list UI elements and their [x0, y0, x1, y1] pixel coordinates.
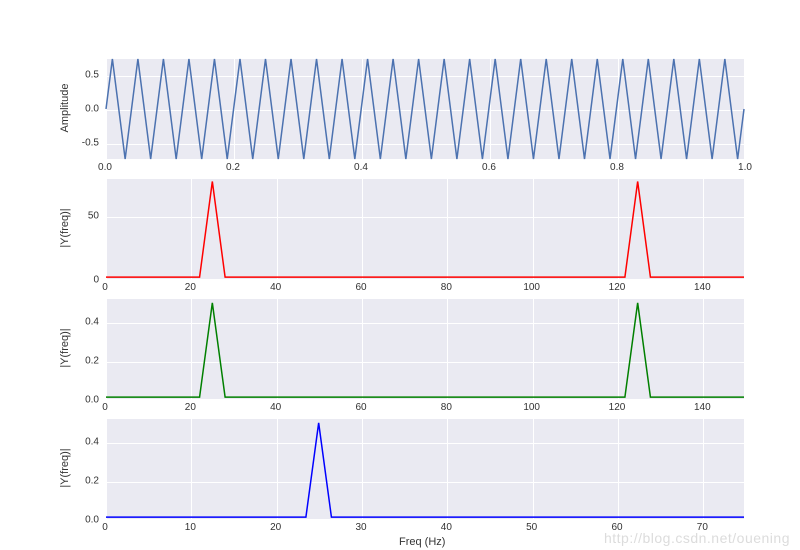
xtick: 40 — [270, 282, 281, 293]
plot-area-3 — [105, 418, 745, 520]
ytick: 0.4 — [67, 316, 99, 327]
ytick: 0.5 — [67, 70, 99, 81]
series-blue — [106, 419, 744, 519]
xtick: 10 — [185, 522, 196, 533]
ytick: 0.2 — [67, 355, 99, 366]
xtick: 20 — [270, 522, 281, 533]
xtick: 120 — [609, 402, 626, 413]
ytick: 0.0 — [67, 515, 99, 526]
xtick: 140 — [694, 402, 711, 413]
series-triangle — [106, 59, 744, 159]
xtick: 60 — [355, 402, 366, 413]
plot-area-2 — [105, 298, 745, 400]
xtick: 1.0 — [738, 162, 752, 173]
xtick: 140 — [694, 282, 711, 293]
ylabel-yfreq-1: |Y(freq)| — [59, 198, 71, 258]
xtick: 30 — [355, 522, 366, 533]
ytick: -0.5 — [67, 138, 99, 149]
ytick: 0.2 — [67, 475, 99, 486]
xtick: 100 — [523, 282, 540, 293]
xtick: 0.8 — [610, 162, 624, 173]
plot-area-0 — [105, 58, 745, 160]
series-red — [106, 179, 744, 279]
xtick: 40 — [441, 522, 452, 533]
xtick: 0.2 — [226, 162, 240, 173]
xlabel-freq: Freq (Hz) — [399, 536, 445, 548]
xtick: 20 — [185, 282, 196, 293]
ytick: 0 — [67, 275, 99, 286]
xtick: 0 — [102, 402, 108, 413]
xtick: 60 — [355, 282, 366, 293]
xtick: 80 — [441, 402, 452, 413]
plot-area-1 — [105, 178, 745, 280]
xtick: 0.0 — [98, 162, 112, 173]
xtick: 120 — [609, 282, 626, 293]
figure: Amplitude -0.50.00.5 0.00.20.40.60.81.0 … — [0, 0, 800, 550]
xtick: 0.6 — [482, 162, 496, 173]
xtick: 0 — [102, 282, 108, 293]
ytick: 0.0 — [67, 104, 99, 115]
xtick: 80 — [441, 282, 452, 293]
xtick: 40 — [270, 402, 281, 413]
xtick: 50 — [526, 522, 537, 533]
ytick: 50 — [67, 211, 99, 222]
xtick: 100 — [523, 402, 540, 413]
ytick: 0.0 — [67, 395, 99, 406]
xtick: 0.4 — [354, 162, 368, 173]
xtick: 0 — [102, 522, 108, 533]
ytick: 0.4 — [67, 436, 99, 447]
watermark: http://blog.csdn.net/ouening — [604, 530, 790, 546]
xtick: 20 — [185, 402, 196, 413]
series-green — [106, 299, 744, 399]
